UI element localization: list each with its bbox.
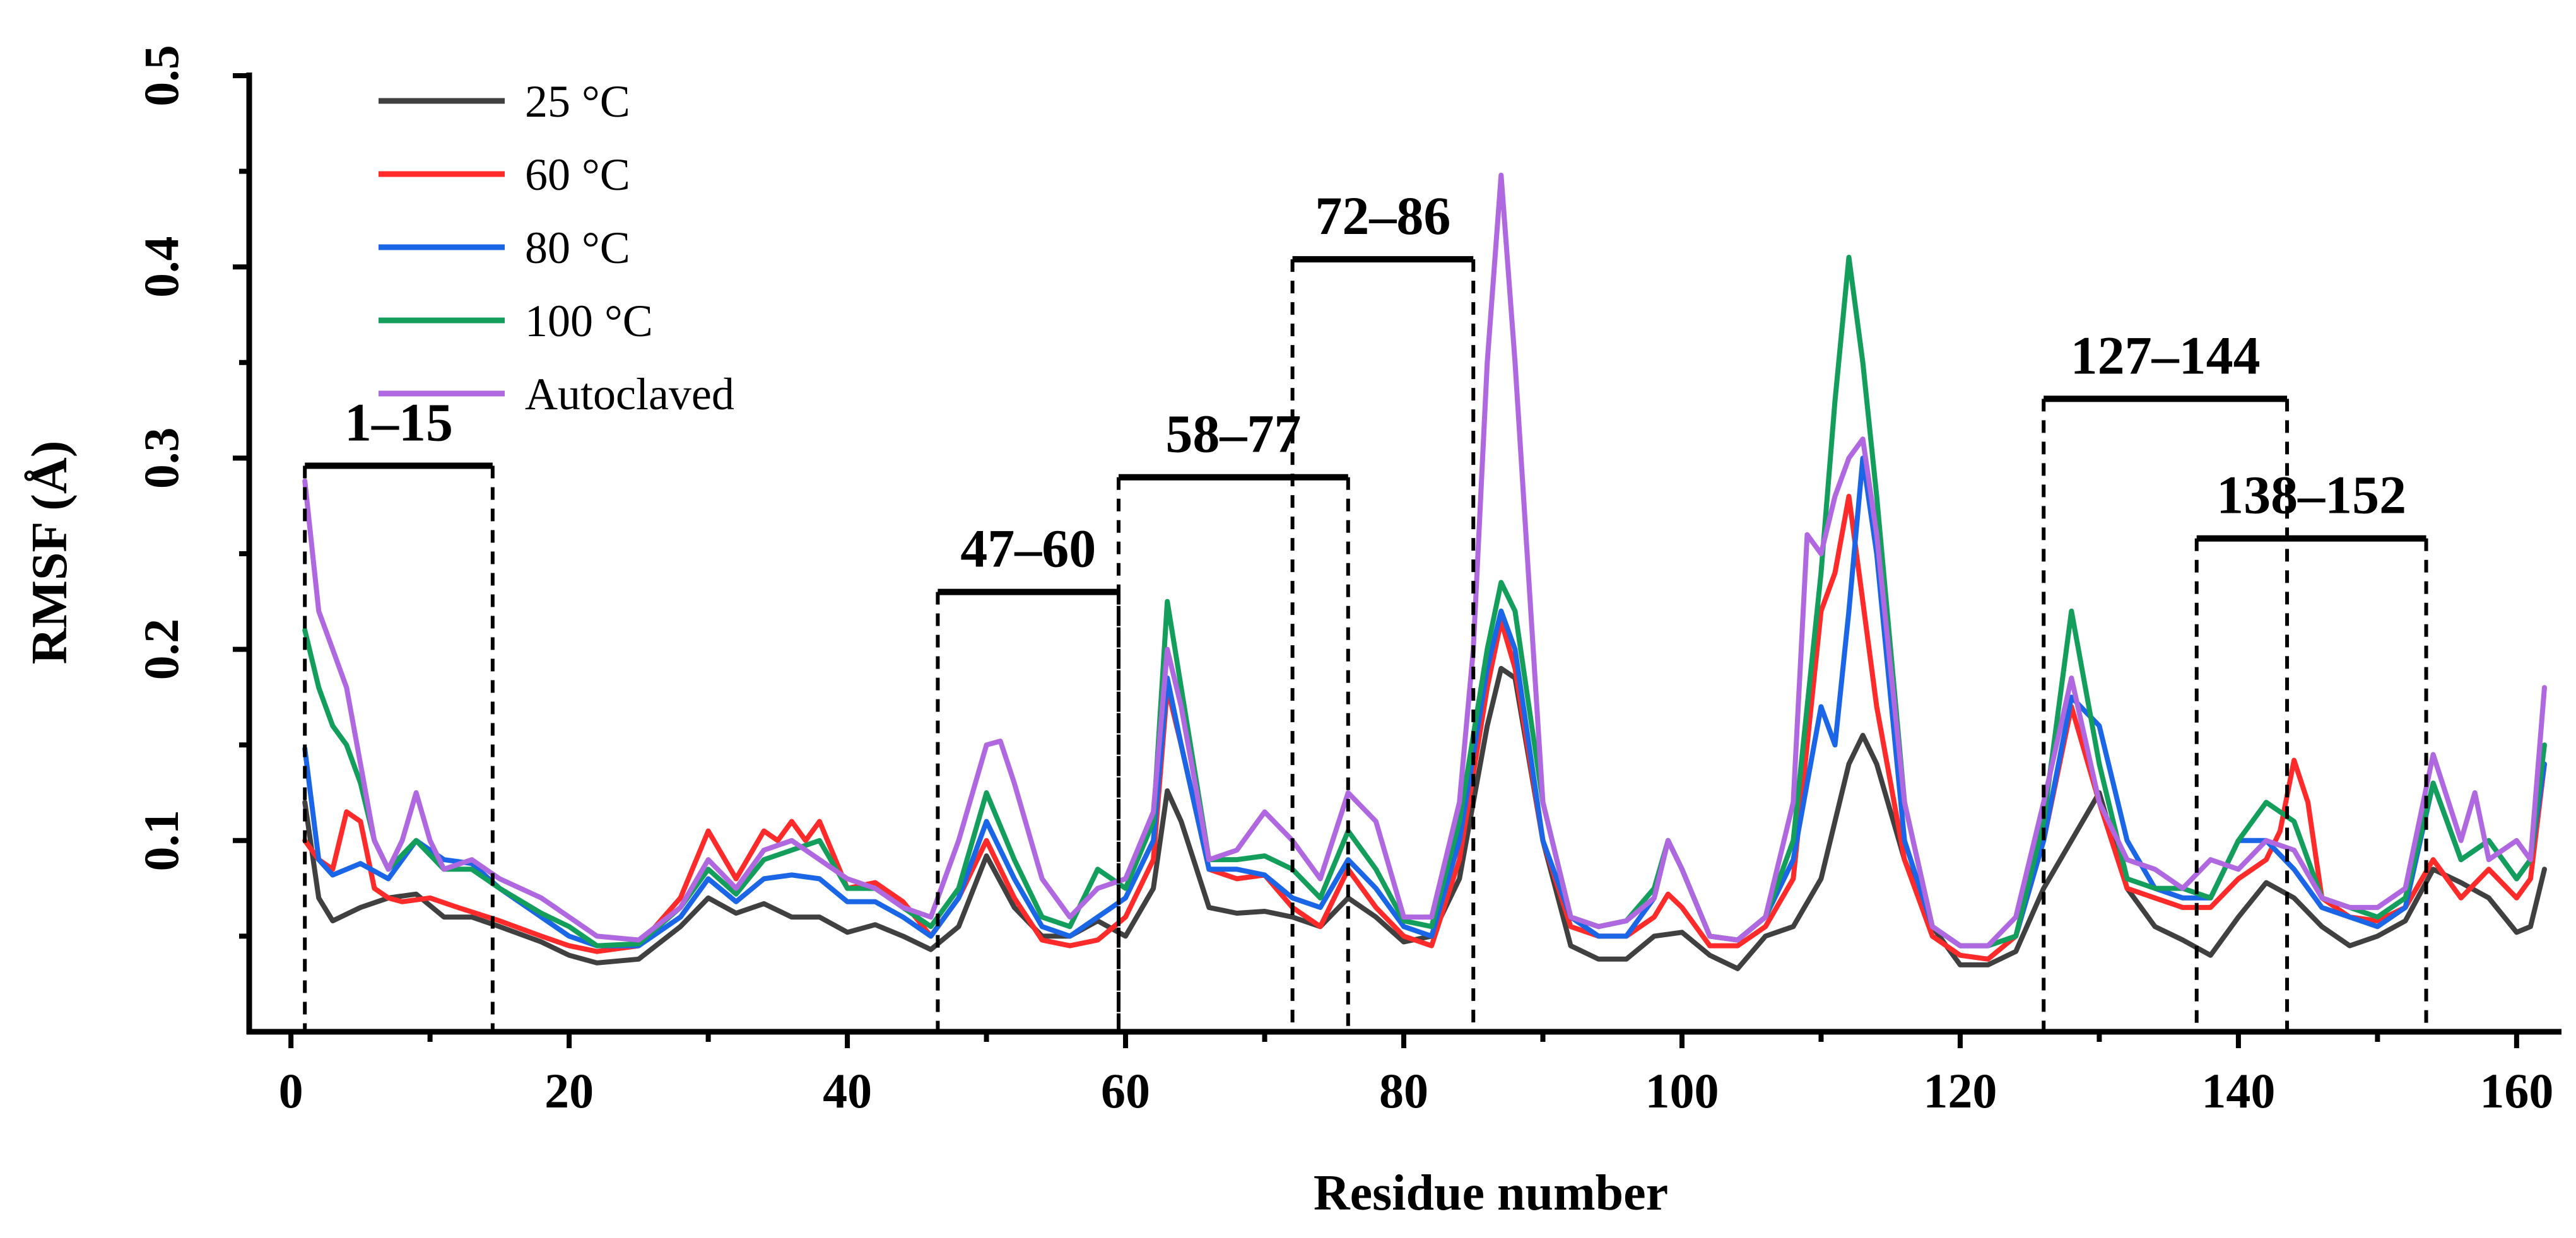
x-tick-label: 120 <box>1923 1063 1997 1118</box>
region-label: 58–77 <box>1165 404 1301 464</box>
legend-label: 100 °C <box>525 296 653 346</box>
x-tick-label: 20 <box>544 1063 594 1118</box>
series-line-2 <box>302 455 2547 949</box>
region-label: 72–86 <box>1315 185 1450 246</box>
region-annotations: 1–15 47–60 58–77 72–86 127–144 138–152 <box>303 185 2428 1032</box>
y-tick-label: 0.1 <box>134 810 189 872</box>
y-tick-label: 0.3 <box>134 428 189 489</box>
legend-label: 60 °C <box>525 149 630 200</box>
x-axis-label: Residue number <box>1314 1165 1668 1221</box>
legend-label: 80 °C <box>525 223 630 273</box>
x-tick-label: 80 <box>1379 1063 1428 1118</box>
region-label: 47–60 <box>960 518 1096 579</box>
x-tick-label: 40 <box>823 1063 872 1118</box>
region-label: 1–15 <box>344 392 453 453</box>
x-tick-label: 100 <box>1645 1063 1719 1118</box>
y-tick-label: 0.5 <box>134 45 189 107</box>
x-tick-label: 140 <box>2201 1063 2275 1118</box>
x-tick-label: 60 <box>1101 1063 1150 1118</box>
series-line-0 <box>302 665 2547 971</box>
legend: 25 °C 60 °C 80 °C 100 °C Autoclaved <box>379 76 734 419</box>
legend-label: 25 °C <box>525 76 630 127</box>
legend-label: Autoclaved <box>525 369 734 419</box>
series-line-1 <box>302 494 2547 962</box>
series-line-4 <box>302 172 2547 949</box>
y-tick-label: 0.4 <box>134 236 189 298</box>
region-label: 127–144 <box>2071 325 2261 385</box>
region-label: 138–152 <box>2216 465 2406 525</box>
x-tick-label: 0 <box>279 1063 303 1118</box>
x-tick-label: 160 <box>2479 1063 2553 1118</box>
ticks-group: 0 20 40 60 80 100 120 140 160 0.1 0.2 0.3 0.4 0.5 <box>134 45 2553 1118</box>
y-tick-label: 0.2 <box>134 619 189 680</box>
y-axis-label: RMSF (Å) <box>22 441 78 665</box>
plot-series-group <box>302 172 2547 971</box>
